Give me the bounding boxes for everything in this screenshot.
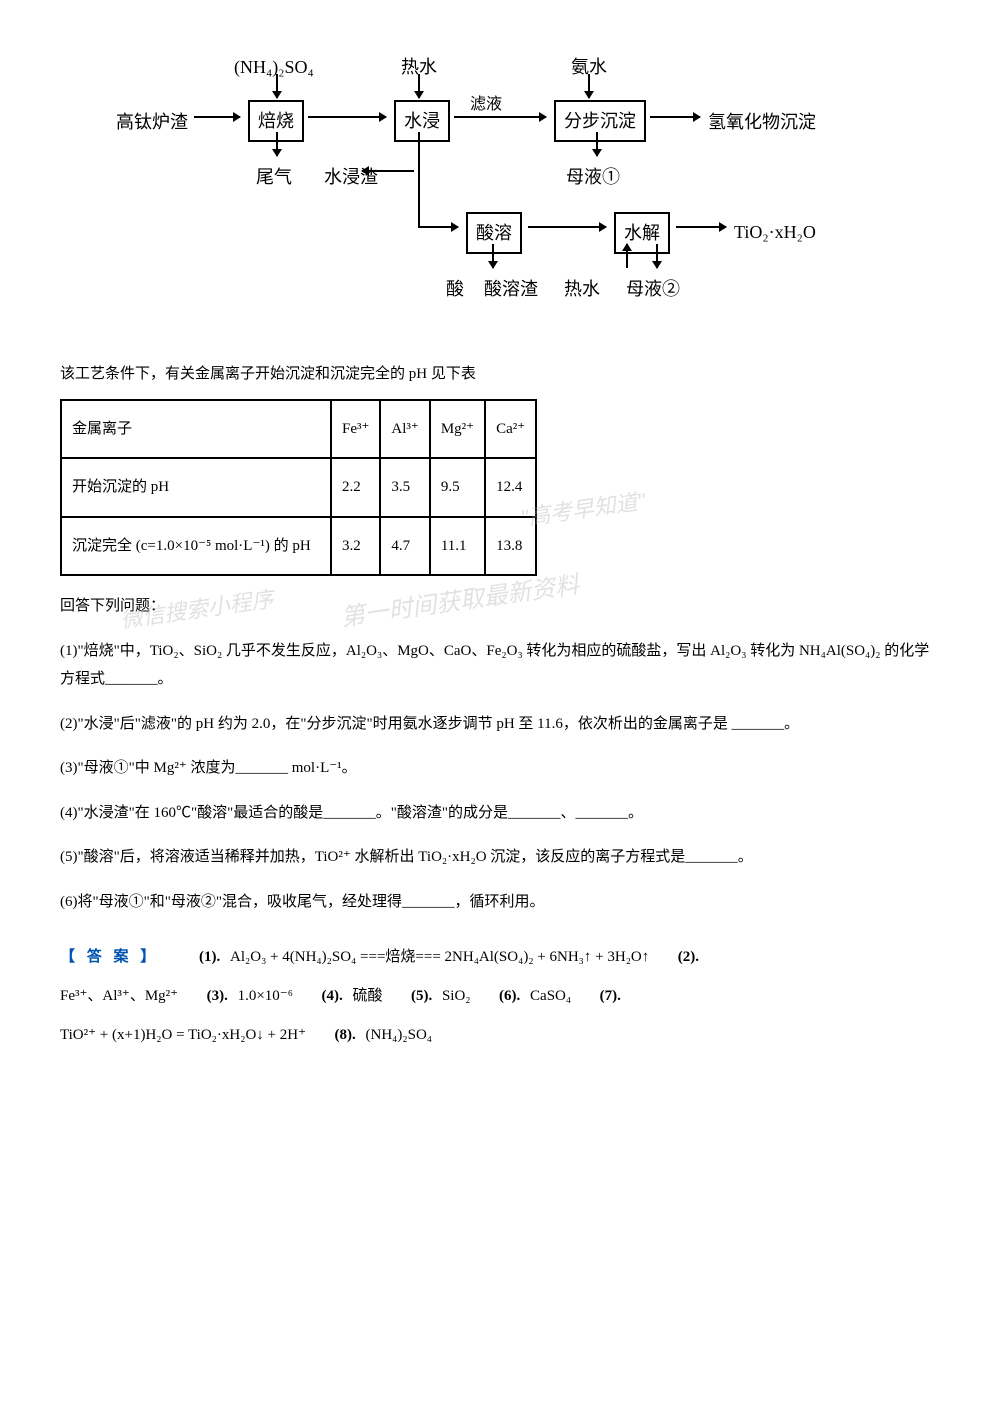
label-tio2: TiO₂·xH₂O — [734, 215, 816, 249]
th-mg: Mg²⁺ — [430, 400, 485, 459]
a2-num: (2). — [678, 949, 699, 965]
a7-text: TiO²⁺ + (x+1)H₂O = TiO₂·xH₂O↓ + 2H⁺ — [60, 1027, 306, 1043]
a6-text: CaSO₄ — [530, 988, 571, 1004]
label-hydroxide: 氢氧化物沉淀 — [708, 105, 816, 139]
question-2: (2)"水浸"后"滤液"的 pH 约为 2.0，在"分步沉淀"时用氨水逐步调节 … — [60, 710, 932, 739]
cell: 12.4 — [485, 458, 536, 517]
question-3: (3)"母液①"中 Mg²⁺ 浓度为_______ mol·L⁻¹。 — [60, 754, 932, 783]
a1-num: (1). — [199, 949, 220, 965]
label-mother1: 母液① — [566, 160, 620, 194]
cell: 4.7 — [380, 517, 429, 576]
arrow-icon — [626, 244, 628, 268]
arrow-icon — [596, 132, 598, 156]
process-flowchart: (NH₄)₂SO₄ 热水 氨水 高钛炉渣 焙烧 水浸 滤液 分步沉淀 氢氧化物沉… — [116, 50, 876, 330]
arrow-icon — [656, 244, 658, 268]
arrow-icon — [588, 74, 590, 98]
question-4: (4)"水浸渣"在 160℃"酸溶"最适合的酸是_______。"酸溶渣"的成分… — [60, 799, 932, 828]
box-step-precip: 分步沉淀 — [554, 100, 646, 142]
arrow-icon — [528, 226, 606, 228]
arrow-icon — [308, 116, 386, 118]
question-1: (1)"焙烧"中，TiO₂、SiO₂ 几乎不发生反应，Al₂O₃、MgO、CaO… — [60, 637, 932, 694]
a8-text: (NH₄)₂SO₄ — [366, 1027, 433, 1043]
arrow-icon — [276, 74, 278, 98]
label-hot-water2: 热水 — [564, 272, 600, 306]
answer-section: 【 答 案 】 (1). Al₂O₃ + 4(NH₄)₂SO₄ ===焙烧===… — [60, 938, 932, 1055]
label-mother2: 母液② — [626, 272, 680, 306]
cell: 13.8 — [485, 517, 536, 576]
answer-label: 【 答 案 】 — [60, 949, 159, 965]
arrow-icon — [418, 74, 420, 98]
line-icon — [418, 132, 420, 160]
th-ion-label: 金属离子 — [61, 400, 331, 459]
cell: 3.2 — [331, 517, 380, 576]
th-ca: Ca²⁺ — [485, 400, 536, 459]
a1-text: Al₂O₃ + 4(NH₄)₂SO₄ ===焙烧=== 2NH₄Al(SO₄)₂… — [230, 949, 649, 965]
arrow-icon — [194, 116, 240, 118]
label-leach-residue: 水浸渣 — [324, 160, 378, 194]
label-nh4so4: (NH₄)₂SO₄ — [234, 50, 314, 84]
ph-table: 金属离子 Fe³⁺ Al³⁺ Mg²⁺ Ca²⁺ 开始沉淀的 pH 2.2 3.… — [60, 399, 537, 577]
a8-num: (8). — [335, 1027, 356, 1043]
row-start-label: 开始沉淀的 pH — [61, 458, 331, 517]
a3-text: 1.0×10⁻⁶ — [238, 988, 293, 1004]
label-tail-gas: 尾气 — [256, 160, 292, 194]
a6-num: (6). — [499, 988, 520, 1004]
a5-num: (5). — [411, 988, 432, 1004]
question-5: (5)"酸溶"后，将溶液适当稀释并加热，TiO²⁺ 水解析出 TiO₂·xH₂O… — [60, 843, 932, 872]
a2-text: Fe³⁺、Al³⁺、Mg²⁺ — [60, 988, 178, 1004]
arrow-icon — [676, 226, 726, 228]
line-icon — [418, 160, 420, 228]
table-intro: 该工艺条件下，有关金属离子开始沉淀和沉淀完全的 pH 见下表 — [60, 360, 932, 389]
arrow-icon — [650, 116, 700, 118]
a4-text: 硫酸 — [352, 988, 382, 1004]
a7-num: (7). — [600, 988, 621, 1004]
box-acid-dissolve: 酸溶 — [466, 212, 522, 254]
cell: 9.5 — [430, 458, 485, 517]
a5-text: SiO₂ — [442, 988, 471, 1004]
arrow-icon — [454, 116, 546, 118]
label-start: 高钛炉渣 — [116, 105, 188, 139]
a4-num: (4). — [321, 988, 342, 1004]
arrow-icon — [492, 244, 494, 268]
label-acid: 酸 — [446, 272, 464, 306]
th-fe: Fe³⁺ — [331, 400, 380, 459]
box-water-leach: 水浸 — [394, 100, 450, 142]
arrow-icon — [362, 170, 414, 172]
watermark: "高考早知道" — [518, 480, 648, 539]
cell: 2.2 — [331, 458, 380, 517]
arrow-icon — [276, 132, 278, 156]
a3-num: (3). — [207, 988, 228, 1004]
arrow-icon — [418, 226, 458, 228]
row-full-label: 沉淀完全 (c=1.0×10⁻⁵ mol·L⁻¹) 的 pH — [61, 517, 331, 576]
intro-answer: 回答下列问题： — [60, 592, 932, 621]
cell: 11.1 — [430, 517, 485, 576]
th-al: Al³⁺ — [380, 400, 429, 459]
question-6: (6)将"母液①"和"母液②"混合，吸收尾气，经处理得_______，循环利用。 — [60, 888, 932, 917]
label-acid-residue: 酸溶渣 — [484, 272, 538, 306]
cell: 3.5 — [380, 458, 429, 517]
